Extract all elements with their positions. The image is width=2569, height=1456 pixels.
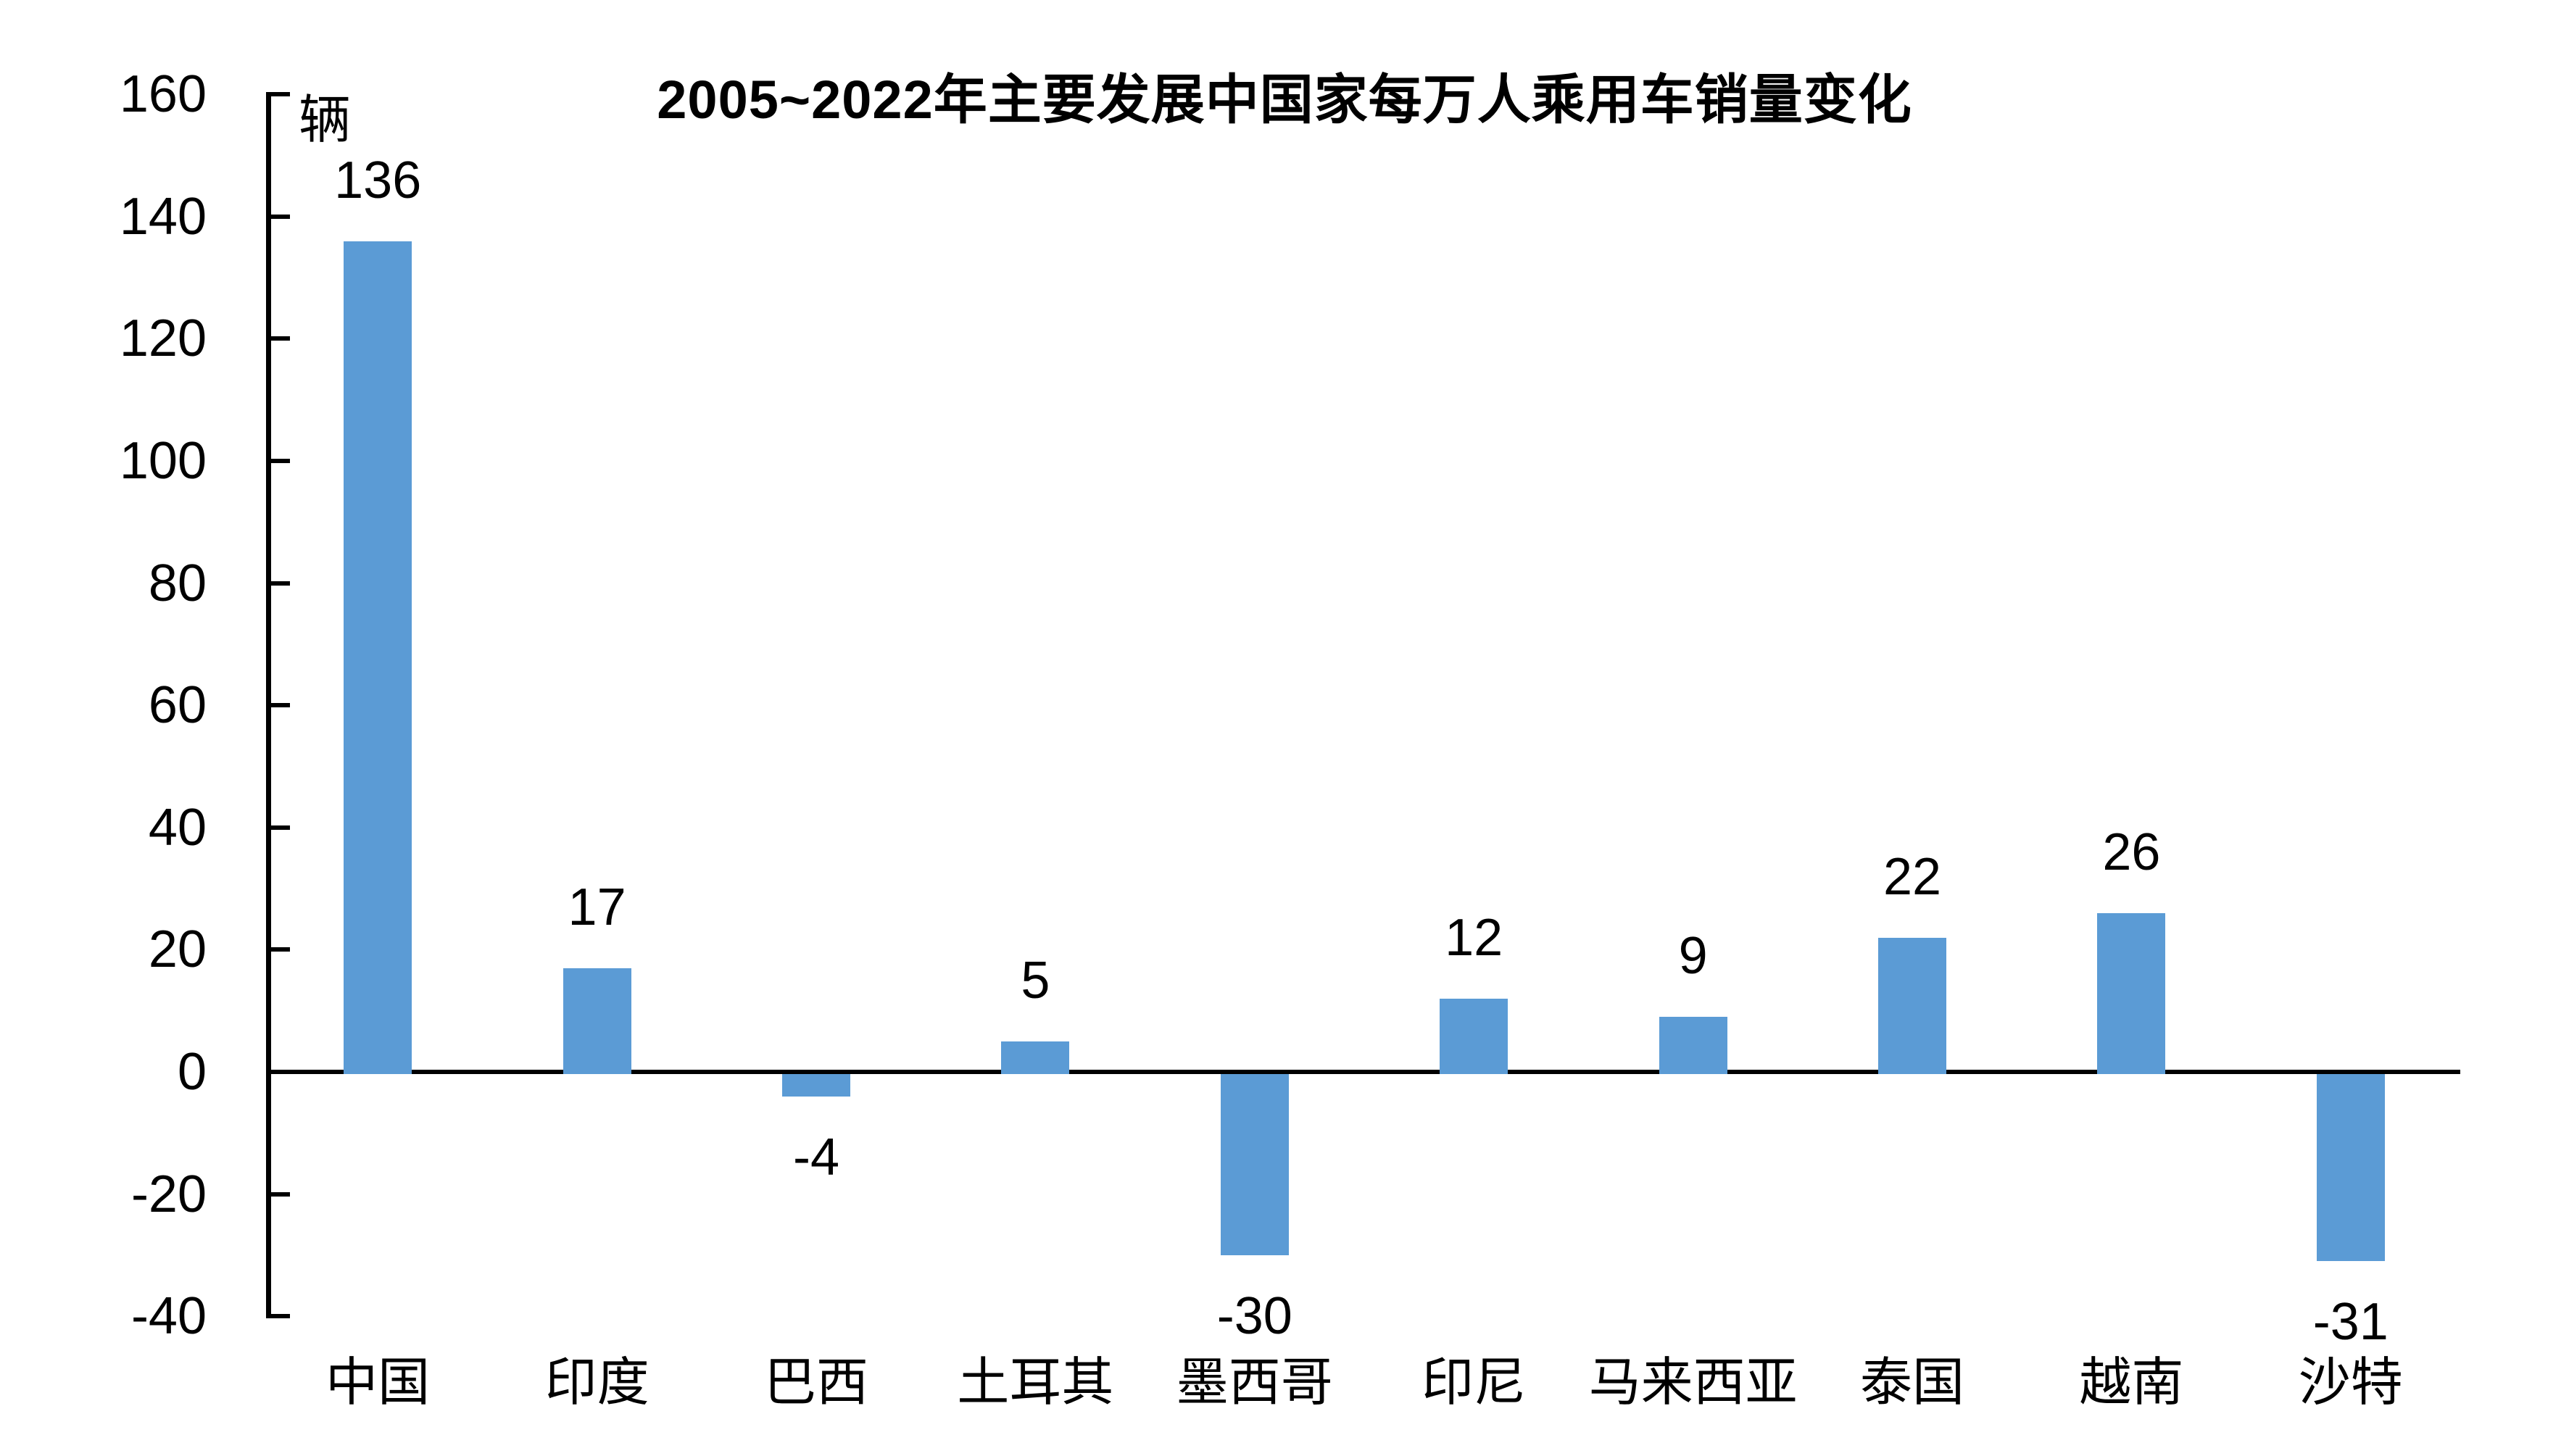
y-axis-tick-label: -40 — [130, 1287, 207, 1346]
x-axis-category-label: 沙特 — [2298, 1354, 2403, 1412]
y-axis-unit-label: 辆 — [299, 91, 352, 149]
x-axis-category-label: 巴西 — [763, 1354, 868, 1412]
x-axis-category-label: 中国 — [325, 1354, 431, 1412]
bar-value-label: 5 — [1021, 951, 1050, 1010]
y-axis-tick-label: 120 — [119, 309, 207, 368]
bar-印尼 — [1440, 998, 1508, 1074]
bar-马来西亚 — [1659, 1017, 1727, 1074]
bar-value-label: 9 — [1678, 927, 1708, 986]
y-axis-tick — [271, 459, 290, 463]
bar-value-label: -30 — [1216, 1286, 1292, 1345]
bar-土耳其 — [1001, 1041, 1070, 1074]
x-axis-category-label: 土耳其 — [957, 1354, 1114, 1412]
bar-value-label: 17 — [568, 878, 626, 936]
bar-value-label: 12 — [1445, 908, 1503, 967]
x-axis-category-label: 越南 — [2079, 1354, 2184, 1412]
y-axis-tick-label: 40 — [148, 798, 207, 857]
y-axis-tick — [271, 703, 290, 708]
y-axis-tick — [271, 947, 290, 952]
y-axis-tick-label: 0 — [177, 1043, 207, 1101]
y-axis-tick — [271, 581, 290, 586]
y-axis-tick-label: 60 — [148, 676, 207, 735]
y-axis-tick-label: -20 — [130, 1165, 207, 1223]
bar-泰国 — [1878, 937, 1946, 1074]
x-axis-category-label: 泰国 — [1859, 1354, 1964, 1412]
y-axis-tick — [271, 336, 290, 341]
y-axis-tick-label: 140 — [119, 187, 207, 246]
y-axis-tick-label: 100 — [119, 432, 207, 490]
x-axis-category-label: 印度 — [544, 1354, 649, 1412]
bar-中国 — [344, 241, 412, 1074]
chart-title: 2005~2022年主要发展中国家每万人乘用车销量变化 — [657, 70, 1912, 130]
bar-value-label: -4 — [792, 1128, 840, 1186]
bar-沙特 — [2316, 1074, 2385, 1262]
bar-value-label: 22 — [1883, 847, 1942, 906]
bar-value-label: -31 — [2312, 1293, 2389, 1352]
bar-巴西 — [782, 1074, 850, 1097]
bar-value-label: 136 — [334, 151, 422, 209]
y-axis-tick — [271, 92, 290, 97]
bar-越南 — [2097, 912, 2166, 1074]
y-axis-tick — [271, 214, 290, 219]
x-axis-category-label: 印尼 — [1422, 1354, 1527, 1412]
bar-value-label: 26 — [2102, 823, 2161, 881]
y-axis-tick-label: 160 — [119, 65, 207, 124]
y-axis-tick-label: 80 — [148, 554, 207, 612]
x-axis-category-label: 马来西亚 — [1588, 1354, 1798, 1412]
x-axis-category-label: 墨西哥 — [1176, 1354, 1333, 1412]
y-axis-line — [266, 92, 271, 1319]
x-axis-zero-line — [266, 1070, 2460, 1074]
y-axis-tick — [271, 1314, 290, 1319]
y-axis-tick — [271, 1191, 290, 1197]
y-axis-tick-label: 20 — [148, 920, 207, 979]
y-axis-tick — [271, 825, 290, 830]
bar-印度 — [563, 968, 631, 1074]
bar-墨西哥 — [1220, 1074, 1289, 1255]
